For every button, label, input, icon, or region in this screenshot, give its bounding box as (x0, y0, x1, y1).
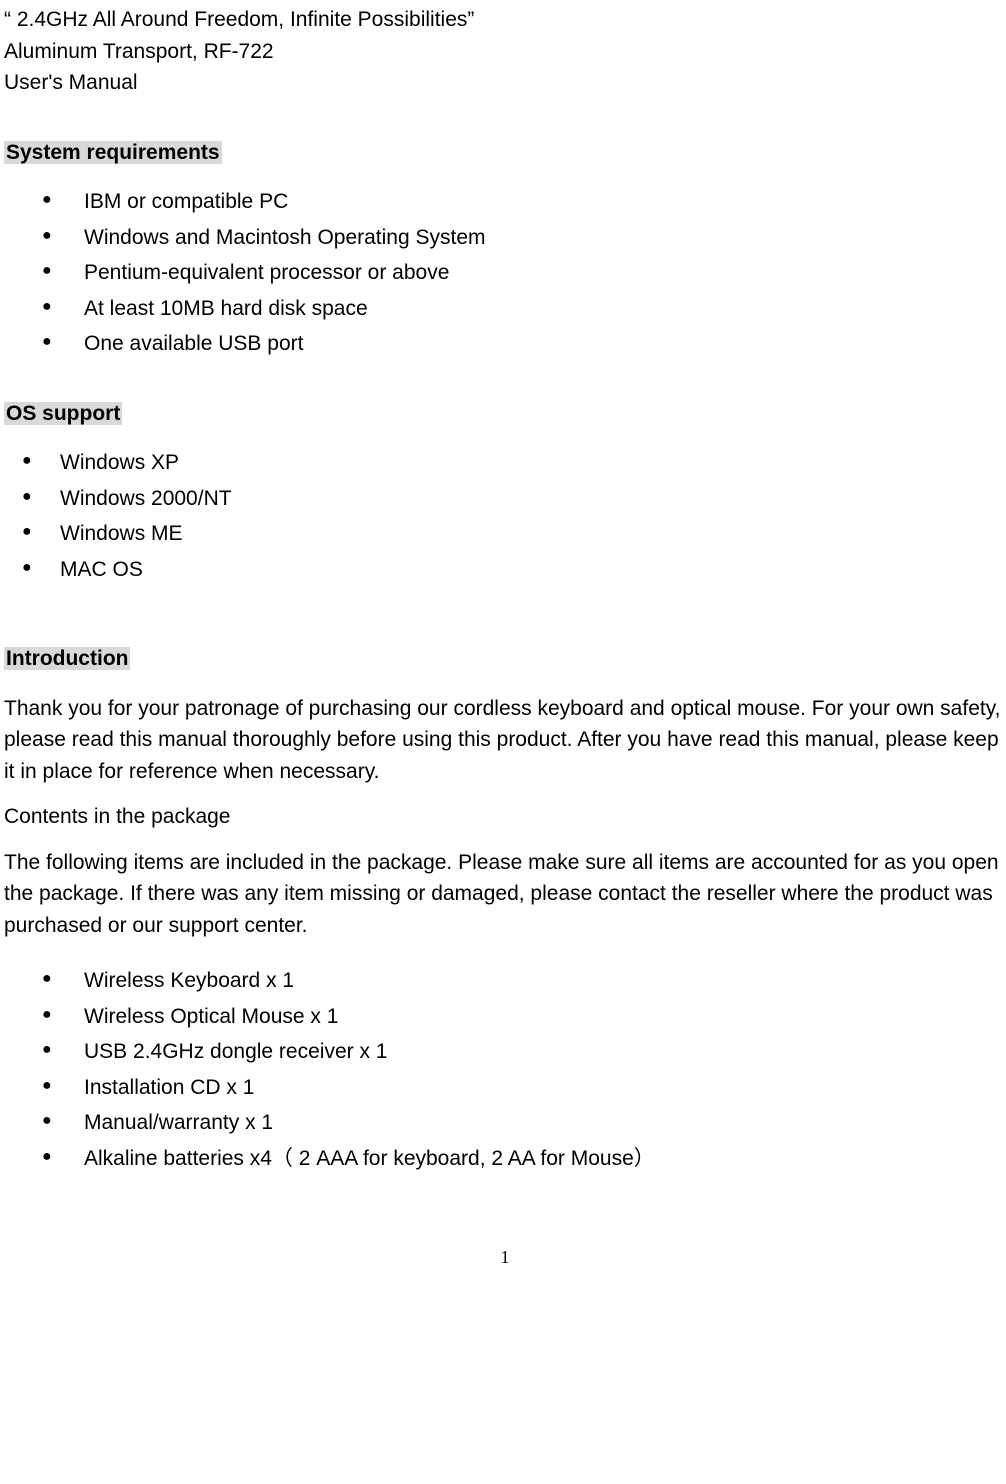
document-type: User's Manual (4, 67, 1006, 99)
list-system-requirements: IBM or compatible PC Windows and Macinto… (42, 186, 1006, 360)
list-item: Wireless Keyboard x 1 (42, 965, 1006, 997)
list-item: Windows 2000/NT (22, 483, 1006, 515)
intro-paragraph-1: Thank you for your patronage of purchasi… (4, 693, 1006, 788)
list-package-contents: Wireless Keyboard x 1 Wireless Optical M… (42, 965, 1006, 1174)
list-item: One available USB port (42, 328, 1006, 360)
list-item: Windows XP (22, 447, 1006, 479)
list-item: At least 10MB hard disk space (42, 293, 1006, 325)
page-number: 1 (4, 1244, 1006, 1271)
heading-introduction: Introduction (4, 647, 130, 670)
document-tagline: “ 2.4GHz All Around Freedom, Infinite Po… (4, 4, 1006, 36)
list-item: Pentium-equivalent processor or above (42, 257, 1006, 289)
list-item: USB 2.4GHz dongle receiver x 1 (42, 1036, 1006, 1068)
section-introduction: Introduction (4, 643, 1006, 675)
heading-os-support: OS support (4, 402, 122, 425)
document-product: Aluminum Transport, RF-722 (4, 36, 1006, 68)
list-item: Manual/warranty x 1 (42, 1107, 1006, 1139)
list-item: Windows and Macintosh Operating System (42, 222, 1006, 254)
section-os-support: OS support (4, 398, 1006, 430)
intro-subheading: Contents in the package (4, 801, 1006, 833)
list-item: Installation CD x 1 (42, 1072, 1006, 1104)
list-item: Wireless Optical Mouse x 1 (42, 1001, 1006, 1033)
heading-system-requirements: System requirements (4, 141, 222, 164)
list-item: MAC OS (22, 554, 1006, 586)
list-os-support: Windows XP Windows 2000/NT Windows ME MA… (22, 447, 1006, 585)
list-item: Windows ME (22, 518, 1006, 550)
list-item: Alkaline batteries x4（ 2 AAA for keyboar… (42, 1143, 1006, 1175)
intro-paragraph-2: The following items are included in the … (4, 847, 1006, 942)
section-system-requirements: System requirements (4, 137, 1006, 169)
list-item: IBM or compatible PC (42, 186, 1006, 218)
